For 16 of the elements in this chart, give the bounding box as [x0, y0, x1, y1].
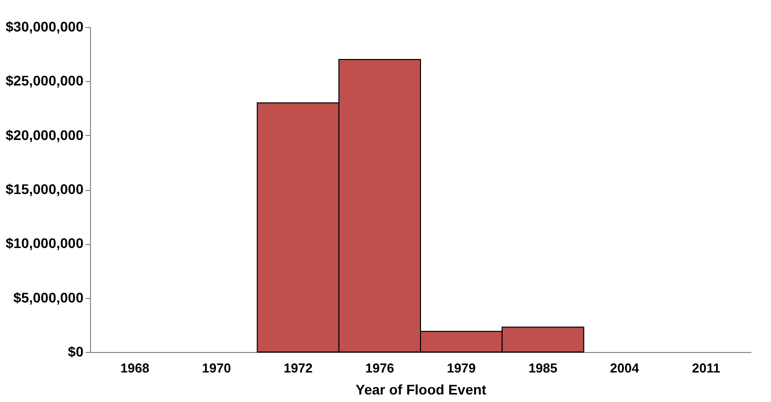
y-tick-label: $10,000,000 — [6, 235, 84, 252]
x-tick-label: 1985 — [528, 360, 558, 376]
x-tick-label: 1970 — [202, 360, 231, 376]
y-tick-label: $5,000,000 — [13, 289, 84, 306]
x-tick-label: 2004 — [610, 360, 640, 376]
x-tick-label: 1968 — [120, 360, 150, 376]
x-tick-label: 1972 — [284, 360, 313, 376]
x-axis-title: Year of Flood Event — [356, 382, 487, 398]
y-tick-label: $15,000,000 — [6, 181, 84, 197]
y-tick-label: $20,000,000 — [6, 126, 84, 143]
x-tick-label: 1976 — [365, 360, 394, 376]
x-tick-label: 1979 — [446, 360, 476, 376]
y-tick-label: $0 — [68, 344, 84, 360]
x-tick-label: 2011 — [692, 360, 720, 376]
y-tick-label: $25,000,000 — [6, 72, 84, 89]
y-tick-label: $30,000,000 — [6, 18, 84, 34]
